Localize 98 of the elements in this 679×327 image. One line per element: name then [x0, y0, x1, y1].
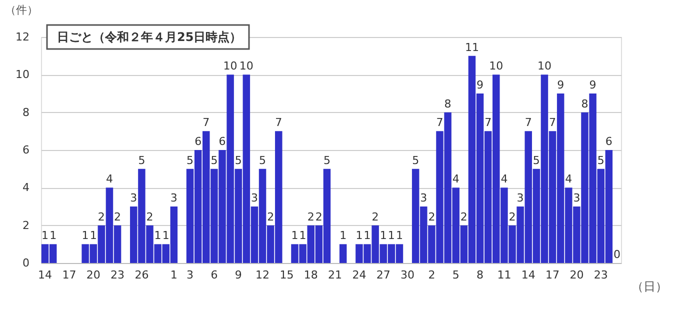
x-tick-label: 1 [170, 268, 178, 282]
data-label: 3 [250, 192, 258, 204]
data-label: 7 [275, 116, 282, 130]
data-label: 9 [589, 78, 596, 92]
data-label: 2 [146, 210, 154, 224]
x-tick-label: 23 [594, 268, 608, 282]
data-label: 9 [476, 78, 484, 92]
data-label: 3 [170, 192, 178, 204]
x-tick-label: 27 [376, 268, 390, 282]
x-tick-label: 14 [521, 268, 536, 282]
data-label: 1 [162, 229, 170, 242]
data-label: 1 [291, 229, 298, 242]
data-label: 1 [299, 229, 306, 242]
data-label: 2 [267, 210, 274, 224]
x-tick-label: 9 [234, 268, 242, 282]
data-label: 1 [340, 229, 347, 242]
data-label: 6 [194, 135, 202, 148]
data-label: 2 [114, 210, 122, 224]
data-label: 5 [138, 154, 146, 167]
data-label: 4 [452, 172, 460, 186]
data-label: 4 [565, 172, 572, 186]
y-tick-label: 4 [22, 181, 30, 194]
data-label: 3 [516, 192, 524, 204]
data-label: 3 [420, 192, 428, 204]
data-label: 1 [82, 229, 89, 242]
data-label: 2 [428, 210, 436, 224]
y-tick-label: 10 [16, 68, 30, 82]
data-label: 7 [202, 116, 210, 130]
x-tick-label: 30 [400, 268, 415, 282]
data-label: 5 [234, 154, 242, 167]
x-tick-label: 12 [256, 268, 270, 282]
data-label: 2 [315, 210, 322, 224]
data-label: 3 [573, 192, 580, 204]
data-label: 11 [464, 40, 479, 54]
x-tick-label: 24 [352, 268, 366, 282]
data-label: 1 [388, 229, 395, 242]
y-tick-label: 6 [22, 144, 30, 156]
data-label: 6 [605, 135, 612, 148]
data-label: 4 [500, 172, 508, 186]
y-tick-label: 2 [22, 218, 30, 232]
x-tick-label: 20 [86, 268, 100, 282]
data-label: 1 [50, 229, 57, 242]
data-label: 1 [396, 229, 403, 242]
data-label: 10 [239, 60, 254, 73]
data-label: 2 [460, 210, 468, 224]
data-label: 2 [372, 210, 379, 224]
data-label: 8 [444, 97, 452, 110]
y-axis-title: （件） [5, 4, 38, 16]
data-label: 7 [549, 116, 556, 130]
data-label: 1 [154, 229, 162, 242]
data-label: 2 [307, 210, 314, 224]
data-label: 7 [436, 116, 444, 130]
data-label: 1 [42, 229, 49, 242]
data-label: 2 [98, 210, 105, 224]
data-label: 10 [537, 60, 552, 73]
x-tick-label: 6 [210, 268, 218, 282]
chart-title: 日ごと（令和２年４月25日時点） [57, 30, 242, 44]
bar [339, 244, 347, 263]
x-tick-label: 3 [186, 268, 194, 282]
data-label: 5 [412, 154, 420, 167]
data-label: 5 [597, 154, 604, 167]
data-label: 7 [484, 116, 492, 130]
x-tick-label: 17 [546, 268, 560, 282]
data-label: 1 [356, 229, 363, 242]
x-tick-label: 2 [428, 268, 436, 282]
y-tick-label: 8 [22, 106, 30, 119]
x-tick-label: 8 [476, 268, 484, 282]
data-label: 3 [130, 192, 138, 204]
data-label: 10 [223, 60, 238, 73]
data-label: 4 [106, 172, 113, 186]
x-tick-label: 21 [328, 268, 342, 282]
x-tick-label: 15 [280, 268, 294, 282]
data-label: 6 [218, 135, 226, 148]
data-label: 7 [524, 116, 532, 130]
x-tick-label: 23 [110, 268, 125, 282]
x-axis-title: （日） [632, 280, 668, 294]
data-label: 5 [210, 154, 218, 167]
x-tick-label: 26 [134, 268, 149, 282]
data-label: 1 [90, 229, 97, 242]
y-tick-label: 12 [16, 30, 30, 44]
data-label: 5 [532, 154, 540, 167]
x-tick-label: 11 [497, 268, 512, 282]
data-label: 0 [613, 248, 620, 261]
data-label: 8 [581, 97, 588, 110]
x-tick-label: 14 [38, 268, 52, 282]
x-tick-label: 18 [304, 268, 318, 282]
data-label: 10 [489, 60, 504, 73]
data-label: 5 [259, 154, 266, 167]
x-tick-label: 5 [452, 268, 460, 282]
data-label: 5 [186, 154, 194, 167]
x-tick-label: 20 [570, 268, 584, 282]
data-label: 5 [323, 154, 330, 167]
data-label: 1 [380, 229, 387, 242]
data-label: 2 [508, 210, 516, 224]
x-tick-label: 17 [62, 268, 76, 282]
y-tick-label: 0 [22, 256, 30, 270]
data-label: 1 [364, 229, 371, 242]
data-label: 9 [557, 78, 564, 92]
